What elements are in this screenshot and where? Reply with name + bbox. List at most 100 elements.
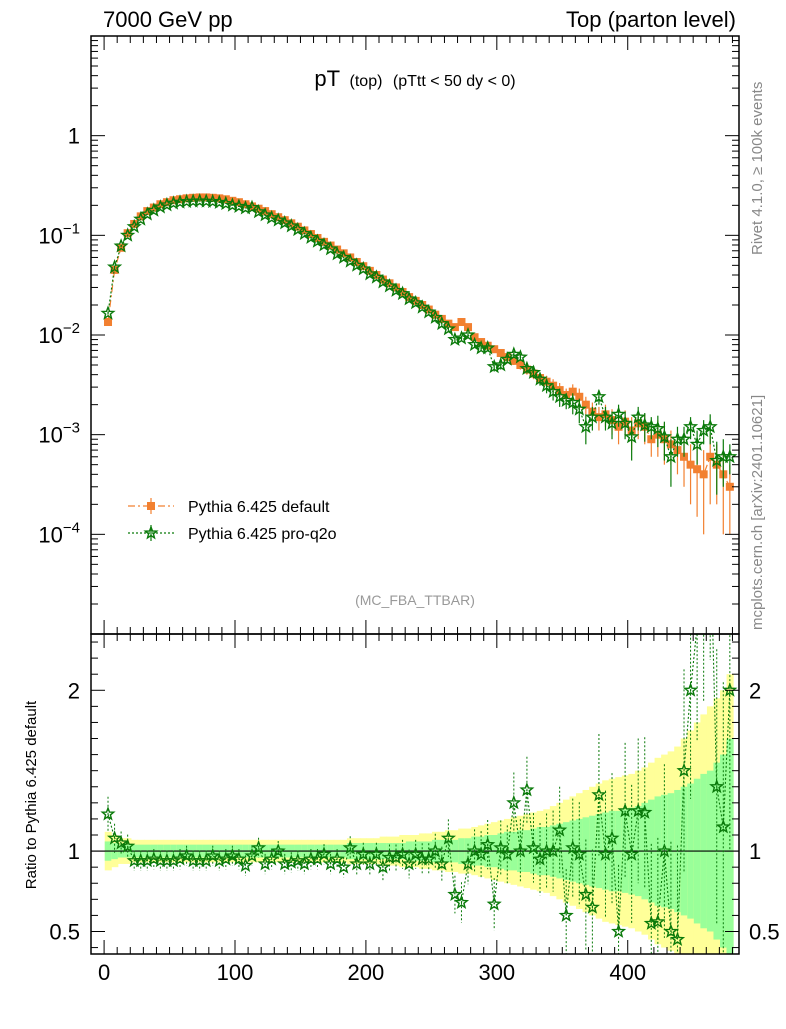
ratio-point-pro-q2o <box>316 846 332 861</box>
ratio-point-pro-q2o <box>597 846 614 861</box>
ratio-point-pro-q2o <box>584 899 601 914</box>
ratio-point-pro-q2o <box>198 852 214 868</box>
ratio-point-pro-q2o <box>440 830 457 845</box>
data-point-pro-q2o <box>630 409 646 424</box>
ratio-point-pro-q2o <box>467 843 483 858</box>
ratio-point-pro-q2o <box>558 907 574 922</box>
data-point-default <box>202 193 211 202</box>
ratio-point-pro-q2o <box>244 847 260 863</box>
data-point-pro-q2o <box>617 415 633 430</box>
ratio-point-pro-q2o <box>349 855 365 871</box>
legend: Pythia 6.425 default Pythia 6.425 pro-q2o <box>128 498 337 543</box>
ratio-point-pro-q2o <box>322 855 339 871</box>
data-point-pro-q2o <box>427 309 443 324</box>
data-point-default <box>313 234 322 243</box>
main-y-tick-label: 10−4 <box>38 519 80 547</box>
data-point-pro-q2o <box>335 249 352 264</box>
data-point-default <box>156 200 165 209</box>
rivet-label: Rivet 4.1.0, ≥ 100k events <box>749 82 766 255</box>
ratio-y-tick-label-right: 0.5 <box>749 919 780 944</box>
ratio-point-pro-q2o <box>623 846 640 861</box>
data-point-pro-q2o <box>290 221 306 237</box>
data-point-pro-q2o <box>676 431 692 446</box>
data-point-pro-q2o <box>584 409 601 424</box>
ratio-point-pro-q2o <box>643 915 659 930</box>
data-point-default <box>706 452 715 461</box>
data-point-default <box>581 400 590 409</box>
ratio-point-pro-q2o <box>283 854 299 869</box>
data-point-default <box>189 193 198 202</box>
data-point-default <box>254 204 263 213</box>
data-point-default <box>594 413 603 422</box>
ratio-point-pro-q2o <box>224 847 241 863</box>
main-y-tick-label: 10−2 <box>38 320 80 348</box>
data-point-default <box>378 275 387 284</box>
data-point-default <box>130 219 139 228</box>
main-axes: 10−4 10−3 10−2 10−1 1 <box>38 35 740 635</box>
ratio-point-pro-q2o <box>263 851 280 866</box>
main-y-tick-label: 10−3 <box>38 420 80 448</box>
ratio-frame <box>90 633 740 955</box>
ratio-point-pro-q2o <box>309 851 326 866</box>
title-sub2: (pTtt < 50 dy < 0) <box>393 73 516 90</box>
ratio-point-pro-q2o <box>453 894 470 909</box>
data-point-default <box>293 222 302 231</box>
data-point-pro-q2o <box>224 197 241 212</box>
ratio-point-pro-q2o <box>705 524 716 535</box>
ratio-point-pro-q2o <box>650 913 666 929</box>
x-tick-label: 200 <box>348 960 385 985</box>
data-point-default <box>136 212 145 221</box>
ratio-point-pro-q2o <box>578 886 594 902</box>
ratio-point-pro-q2o <box>532 851 548 866</box>
ratio-point-pro-q2o <box>277 855 293 871</box>
data-point-pro-q2o <box>506 346 522 361</box>
data-point-pro-q2o <box>126 218 142 234</box>
ratio-point-pro-q2o <box>611 923 627 938</box>
data-point-pro-q2o <box>722 448 738 464</box>
x-tick-label: 300 <box>478 960 515 985</box>
data-point-default <box>274 213 283 222</box>
data-point-default <box>195 193 204 202</box>
data-point-default <box>326 241 335 250</box>
data-point-pro-q2o <box>375 274 391 289</box>
data-point-pro-q2o <box>532 371 548 386</box>
data-point-default <box>104 318 113 327</box>
data-point-pro-q2o <box>113 238 129 253</box>
ratio-point-pro-q2o <box>394 846 411 861</box>
data-point-pro-q2o <box>565 394 581 409</box>
ratio-point-pro-q2o <box>237 857 254 872</box>
data-point-default <box>320 237 329 246</box>
data-point-pro-q2o <box>656 428 672 444</box>
data-point-pro-q2o <box>650 420 666 436</box>
data-point-pro-q2o <box>394 285 411 301</box>
ratio-point-pro-q2o <box>604 830 620 845</box>
data-point-pro-q2o <box>525 364 542 379</box>
data-point-pro-q2o <box>610 406 627 421</box>
data-point-pro-q2o <box>401 290 417 306</box>
ratio-point-pro-q2o <box>119 838 136 853</box>
data-point-pro-q2o <box>538 377 555 393</box>
data-point-default <box>352 258 361 267</box>
data-point-default <box>490 345 499 354</box>
ratio-point-pro-q2o <box>698 572 710 583</box>
data-point-pro-q2o <box>231 198 247 213</box>
data-point-pro-q2o <box>460 327 476 342</box>
data-point-pro-q2o <box>519 360 535 376</box>
data-point-pro-q2o <box>447 331 463 346</box>
data-point-default <box>418 300 427 309</box>
data-point-pro-q2o <box>440 321 457 336</box>
data-point-default <box>300 226 309 235</box>
plot-title: pT (top) (pTtt < 50 dy < 0) <box>314 66 515 91</box>
ratio-point-pro-q2o <box>460 855 476 871</box>
ratio-point-pro-q2o <box>368 846 385 861</box>
data-point-default <box>267 210 276 219</box>
ratio-point-pro-q2o <box>165 852 182 868</box>
ratio-axes: 0 100 200 300 400 0.5 0.5 1 1 2 2 <box>49 633 780 985</box>
data-point-pro-q2o <box>624 428 640 444</box>
data-point-pro-q2o <box>683 418 699 434</box>
data-point-default <box>306 230 315 239</box>
ratio-point-pro-q2o <box>355 846 371 861</box>
data-point-pro-q2o <box>552 388 568 404</box>
data-point-default <box>575 392 584 401</box>
